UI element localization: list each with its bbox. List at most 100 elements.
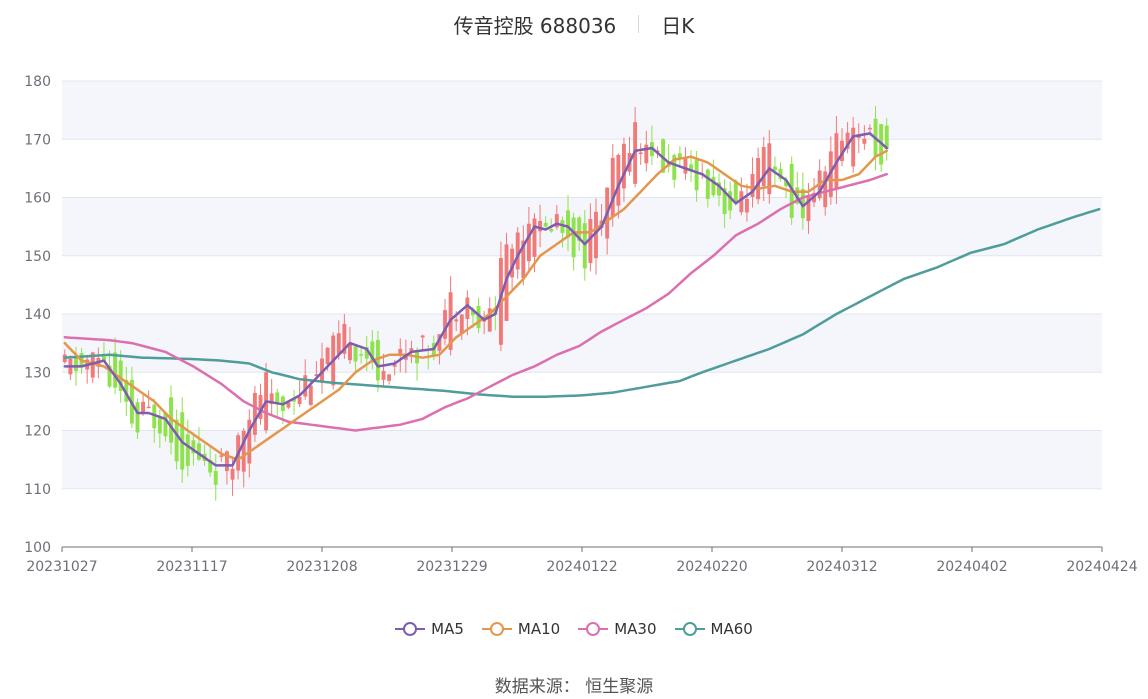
candle-body [465,297,470,319]
legend-label: MA5 [431,620,464,638]
candle-body [750,173,755,197]
x-tick-label: 20240220 [676,559,747,575]
legend-label: MA10 [517,620,561,638]
candle-body [124,379,129,402]
candle-body [152,404,157,429]
candle-body [728,191,733,211]
candle-body [101,356,106,362]
candle-body [845,132,850,149]
legend: MA5 MA10 MA30 MA60 [0,620,1148,638]
candle-body [739,191,744,213]
candle-body [219,455,224,457]
legend-marker-icon [674,621,705,637]
candle-body [247,419,252,464]
candle-body [230,468,235,480]
x-tick-label: 20231208 [286,559,357,575]
ma60-line [63,207,1101,398]
moving-average-lines [63,132,1101,467]
candle-body [733,180,738,203]
candle-body [526,223,531,262]
axes: 100 110 120 130 140 150 160 170 180 20231027 20231… [24,74,1137,575]
candle-body [868,127,872,130]
candle-body [840,140,844,162]
candle-body [772,166,777,171]
candle-body [616,154,621,206]
candle-body [610,157,615,217]
candle-body [722,188,727,214]
ma5-line [63,132,888,467]
candle-body [549,229,554,232]
candle-body [381,370,386,380]
candle-body [403,356,408,360]
candle-body [135,402,140,433]
y-tick-label: 170 [24,132,51,148]
candle-body [515,232,520,270]
candle-body [459,314,464,334]
grid-band [62,197,1102,256]
candle-body [566,210,570,238]
candle-body [560,220,565,233]
candle-body [487,308,492,332]
candle-body [454,319,459,322]
candle-body [638,152,643,154]
x-tick-label: 20240122 [546,559,617,575]
candle-body [582,223,587,269]
candle-body [185,434,190,466]
candle-body [258,395,263,419]
x-tick-label: 20240424 [1066,559,1137,575]
grid-bands [62,81,1102,489]
candle-body [392,364,397,367]
legend-item-ma60[interactable]: MA60 [674,620,753,638]
legend-marker-ring [489,622,504,636]
candle-body [577,217,582,241]
candle-body [252,392,257,435]
candle-body [510,248,515,278]
candle-body [325,347,330,365]
candle-body [705,169,710,199]
candle-body [594,211,598,259]
grid-band [62,430,1102,489]
y-tick-label: 110 [24,482,51,498]
candle-body [756,157,761,200]
candle-body [320,358,324,382]
x-tick-label: 20231027 [26,559,97,575]
candle-body [208,460,213,473]
candle-body [884,125,889,150]
legend-item-ma10[interactable]: MA10 [481,620,561,638]
candle-body [717,182,721,196]
legend-marker-icon [395,621,426,637]
candle-body [694,159,699,191]
legend-label: MA60 [710,620,753,638]
legend-marker-ring [403,622,418,636]
candle-body [197,443,201,460]
candle-body [532,218,537,257]
candle-body [191,440,196,454]
candle-body [213,471,218,485]
candle-body [308,385,313,405]
candle-body [353,346,358,362]
candle-body [784,180,789,187]
data-source: 数据来源： 恒生聚源 [494,677,654,697]
candle-body [74,357,78,372]
candle-body [554,214,559,228]
candle-body [387,374,392,381]
candle-body [146,406,151,409]
y-tick-label: 130 [24,365,51,381]
candle-body [437,334,442,351]
candle-body [348,343,352,361]
legend-item-ma5[interactable]: MA5 [395,620,464,638]
y-tick-label: 140 [24,307,51,323]
candle-body [521,240,526,278]
y-tick-label: 160 [24,191,51,207]
candle-body [677,153,682,159]
candle-body [571,217,576,258]
y-tick-label: 120 [24,424,51,440]
legend-item-ma30[interactable]: MA30 [578,620,657,638]
candle-body [275,392,280,405]
grid-band [62,81,1102,140]
y-tick-label: 100 [24,540,51,556]
period-tab[interactable]: 日K [661,13,695,38]
candle-body [336,333,341,355]
candle-body [224,451,229,472]
candle-body [621,143,626,189]
